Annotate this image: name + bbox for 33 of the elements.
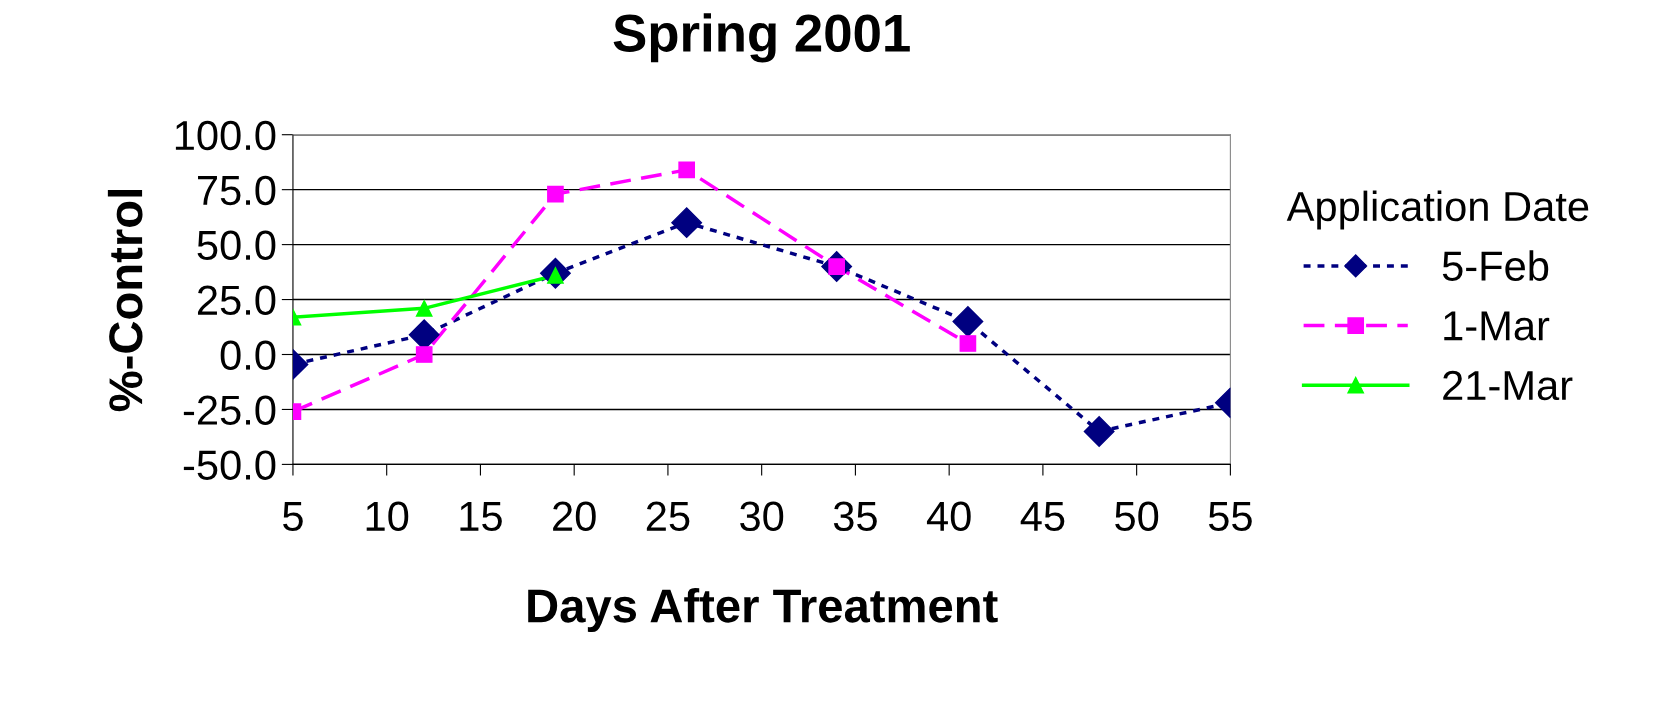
y-tick-label: 25.0 — [197, 285, 276, 316]
y-tick-label: -50.0 — [183, 450, 276, 480]
x-tick-label: 15 — [460, 502, 502, 532]
y-tick-label: 0.0 — [220, 340, 276, 371]
point — [415, 346, 433, 363]
x-tick-label: 20 — [553, 501, 596, 532]
legend-label: 1-Mar — [1444, 311, 1550, 341]
x-tick-label: 45 — [1020, 502, 1065, 532]
x-tick-label: 40 — [926, 501, 971, 532]
x-tick-label: 35 — [833, 501, 877, 532]
y-axis-title: %-Control — [107, 190, 143, 412]
legend-label: 21-Mar — [1443, 370, 1573, 401]
x-tick-label: 5 — [283, 502, 303, 532]
point — [415, 300, 433, 317]
x-tick-label: 55 — [1208, 502, 1252, 532]
x-tick-label: 25 — [646, 501, 690, 532]
point — [547, 185, 564, 203]
x-axis-title: Days After Treatment — [528, 587, 998, 632]
point — [678, 161, 696, 179]
point — [959, 335, 977, 352]
point — [1083, 416, 1115, 447]
y-tick-label: 50.0 — [197, 230, 276, 261]
x-tick-label: 30 — [740, 501, 784, 532]
legend-label: 5-Feb — [1442, 250, 1549, 281]
x-tick-label: 50 — [1115, 501, 1159, 532]
point — [952, 306, 984, 337]
point — [671, 207, 703, 239]
y-tick-label: 100.0 — [175, 120, 276, 151]
x-tick-label: 10 — [366, 501, 409, 532]
legend-title: Application Date — [1286, 190, 1589, 230]
y-tick-label: 75.0 — [198, 175, 276, 206]
chart-title: Spring 2001 — [613, 13, 910, 63]
y-tick-label: -25.0 — [183, 395, 276, 425]
